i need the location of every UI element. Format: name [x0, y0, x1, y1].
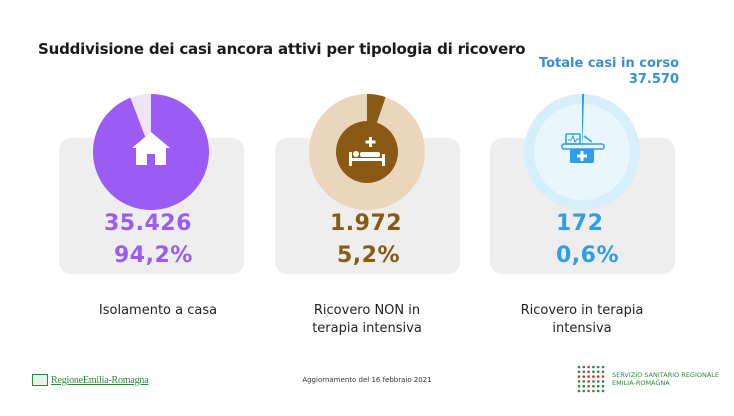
ssr-dot — [577, 380, 581, 383]
percent-icu: 0,6% — [556, 243, 620, 268]
ssr-dot — [601, 380, 605, 383]
ssr-dot — [592, 389, 595, 393]
label-ward-line2: terapia intensiva — [312, 321, 422, 336]
ssr-dot — [587, 370, 590, 374]
ssr-dot — [596, 375, 600, 378]
house-icon — [132, 132, 170, 165]
ssr-logo[interactable]: SERVIZIO SANITARIO REGIONALE EMILIA-ROMA… — [576, 364, 719, 394]
ssr-dot — [582, 380, 586, 383]
icu-monitor-icon — [561, 133, 605, 163]
ssr-dot — [596, 380, 600, 383]
ssr-dot — [592, 375, 595, 378]
ssr-dot — [592, 380, 595, 383]
hospital-bed-icon — [349, 137, 385, 166]
label-home-text: Isolamento a casa — [98, 303, 218, 318]
value-icu: 172 — [556, 211, 604, 236]
label-ward: Ricovero NON in terapia intensiva — [267, 302, 467, 338]
ssr-dot — [577, 384, 581, 388]
percent-ward: 5,2% — [337, 243, 401, 268]
ssr-dot — [601, 389, 605, 393]
ssr-dot — [587, 389, 590, 393]
label-icu-line2: intensiva — [552, 321, 612, 336]
percent-home: 94,2% — [114, 243, 193, 268]
ssr-dot — [577, 389, 581, 393]
total-cases-label: Totale casi in corso — [538, 56, 679, 71]
ssr-dot — [582, 384, 586, 388]
ssr-dot — [577, 370, 581, 374]
label-home: Isolamento a casa — [58, 302, 258, 320]
total-cases-value: 37.570 — [628, 72, 679, 87]
donut-icu-slice — [582, 94, 585, 152]
ssr-dot — [592, 384, 595, 388]
label-icu: Ricovero in terapia intensiva — [482, 302, 682, 338]
ssr-dot — [587, 380, 590, 383]
value-home: 35.426 — [104, 211, 192, 236]
ssr-dot — [587, 365, 590, 369]
donut-home — [92, 94, 209, 210]
ssr-dot — [601, 375, 605, 378]
ssr-dot — [587, 384, 590, 388]
ssr-line1: SERVIZIO SANITARIO REGIONALE — [612, 371, 720, 379]
ssr-dot — [582, 370, 586, 374]
ssr-dot — [596, 370, 600, 374]
ssr-dot — [601, 384, 605, 388]
donut-ward — [309, 94, 425, 210]
ssr-line2: EMILIA-ROMAGNA — [612, 379, 670, 387]
update-date: Aggiornamento del 16 febbraio 2021 — [302, 376, 432, 384]
ssr-dot — [596, 384, 600, 388]
ssr-dot — [577, 365, 581, 369]
region-flag-icon — [32, 374, 48, 386]
ssr-dot — [601, 365, 605, 369]
ssr-dot — [587, 375, 590, 378]
ssr-dot — [577, 375, 581, 378]
label-ward-line1: Ricovero NON in — [313, 303, 421, 318]
ssr-logo-text: SERVIZIO SANITARIO REGIONALE EMILIA-ROMA… — [612, 371, 719, 387]
ssr-dot — [582, 375, 586, 378]
ssr-dot — [582, 365, 586, 369]
region-logo-text: RegioneEmilia-Romagna — [51, 374, 149, 386]
donut-icu — [524, 94, 640, 210]
ssr-dot — [601, 370, 605, 374]
value-ward: 1.972 — [330, 211, 403, 236]
ssr-dots-icon — [577, 365, 605, 393]
chart-title: Suddivisione dei casi ancora attivi per … — [38, 40, 526, 58]
ssr-dot — [592, 365, 595, 369]
total-cases: Totale casi in corso 37.570 — [539, 56, 679, 88]
ssr-dot — [596, 365, 600, 369]
ssr-dot — [582, 389, 586, 393]
ssr-dot — [596, 389, 600, 393]
ssr-dot — [592, 370, 595, 374]
label-icu-line1: Ricovero in terapia — [520, 303, 644, 318]
region-logo[interactable]: RegioneEmilia-Romagna — [32, 373, 149, 387]
